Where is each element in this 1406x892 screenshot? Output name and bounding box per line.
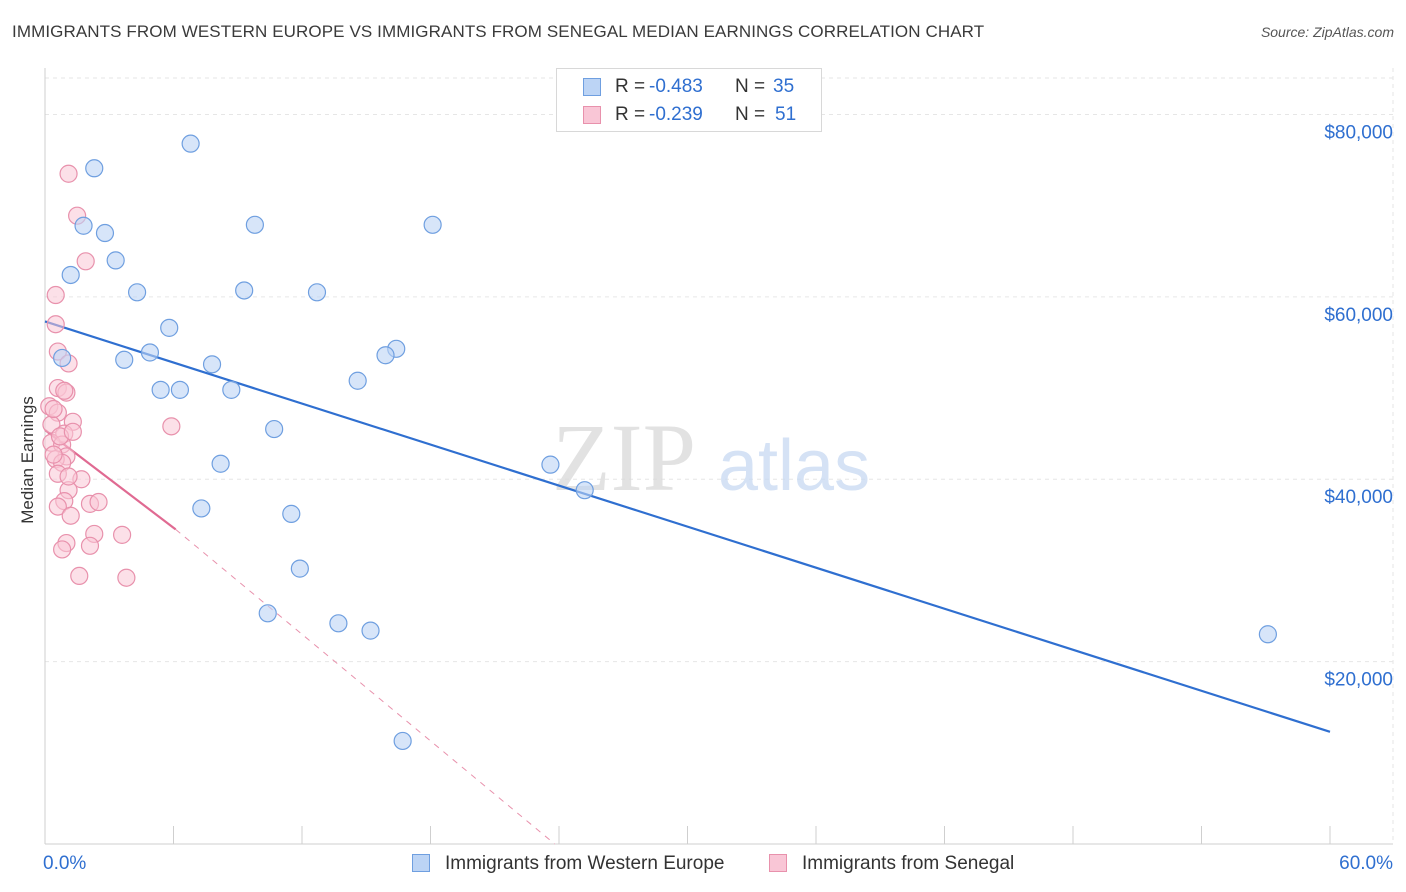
data-point-senegal xyxy=(76,252,95,271)
data-point-senegal xyxy=(80,536,100,555)
trend-lines xyxy=(44,320,1331,845)
x-tick-label: 0.0% xyxy=(43,853,86,874)
r-label: R = xyxy=(615,76,646,97)
y-tick-label: $80,000 xyxy=(1324,122,1393,143)
legend-label: Immigrants from Senegal xyxy=(802,853,1015,874)
y-tick-label: $20,000 xyxy=(1324,670,1393,691)
stats-swatch-blue xyxy=(583,78,601,96)
data-point-western-europe xyxy=(423,215,442,234)
data-point-western-europe xyxy=(85,159,104,178)
r-value: -0.483 xyxy=(649,76,703,97)
stats-box: R = -0.483 N = 35 R = -0.239 N = 51 xyxy=(556,68,822,132)
trend-extension-senegal xyxy=(175,529,556,845)
data-point-western-europe xyxy=(393,731,412,751)
watermark-zip: ZIP xyxy=(552,404,696,511)
legend-swatch-pink xyxy=(769,854,787,872)
data-points xyxy=(40,134,1277,751)
data-point-western-europe xyxy=(74,216,93,235)
n-label: N = xyxy=(735,76,766,97)
n-label: N = xyxy=(735,104,766,125)
chart-title: IMMIGRANTS FROM WESTERN EUROPE VS IMMIGR… xyxy=(12,22,985,41)
data-point-western-europe xyxy=(222,380,241,399)
data-point-senegal xyxy=(112,525,132,544)
data-point-senegal xyxy=(46,285,65,305)
data-point-western-europe xyxy=(265,419,284,439)
data-point-senegal xyxy=(55,381,74,400)
data-point-western-europe xyxy=(127,283,147,302)
data-point-western-europe xyxy=(575,481,594,500)
watermark-atlas: atlas xyxy=(718,426,870,506)
x-tick-label: 60.0% xyxy=(1339,853,1393,874)
watermark: ZIP atlas xyxy=(552,404,870,511)
data-point-western-europe xyxy=(235,281,254,300)
source-label: Source: ZipAtlas.com xyxy=(1260,24,1394,40)
y-tick-label: $60,000 xyxy=(1324,305,1393,326)
data-point-western-europe xyxy=(376,346,395,365)
n-value: 51 xyxy=(775,104,797,125)
data-point-senegal xyxy=(59,467,78,486)
data-point-western-europe xyxy=(348,371,367,390)
data-point-western-europe xyxy=(140,343,160,362)
data-point-western-europe xyxy=(329,614,348,633)
data-point-senegal xyxy=(162,417,181,436)
data-point-western-europe xyxy=(245,215,264,234)
data-point-senegal xyxy=(70,566,89,586)
data-point-western-europe xyxy=(258,604,277,623)
stats-swatch-pink xyxy=(583,106,601,124)
data-point-western-europe xyxy=(290,559,309,578)
data-point-western-europe xyxy=(192,499,211,518)
data-point-senegal xyxy=(53,540,72,559)
data-point-western-europe xyxy=(361,621,380,640)
r-value: -0.239 xyxy=(649,104,703,125)
y-tick-label: $40,000 xyxy=(1324,487,1393,508)
data-point-senegal xyxy=(63,422,82,441)
trend-line-western-europe xyxy=(44,320,1331,733)
data-point-senegal xyxy=(61,506,80,525)
data-point-senegal xyxy=(44,399,63,419)
data-point-western-europe xyxy=(541,455,560,474)
data-point-senegal xyxy=(89,492,108,512)
data-point-western-europe xyxy=(211,454,230,473)
y-axis-title: Median Earnings xyxy=(18,396,37,524)
data-point-western-europe xyxy=(282,504,301,523)
data-point-senegal xyxy=(46,315,65,334)
axis-labels: $20,000 $40,000 $60,000 $80,000 0.0% 60.0% xyxy=(43,122,1393,874)
data-point-senegal xyxy=(48,497,67,516)
data-point-western-europe xyxy=(170,380,190,399)
data-point-senegal xyxy=(117,568,136,587)
data-point-western-europe xyxy=(95,223,115,243)
chart-legend: Immigrants from Western Europe Immigrant… xyxy=(0,852,1406,878)
data-point-western-europe xyxy=(160,318,179,337)
data-point-western-europe xyxy=(106,251,125,270)
n-value: 35 xyxy=(773,76,795,97)
data-point-western-europe xyxy=(151,380,170,399)
data-point-senegal xyxy=(59,164,78,183)
data-point-senegal xyxy=(44,445,63,464)
data-point-western-europe xyxy=(181,134,200,153)
data-point-western-europe xyxy=(53,348,72,368)
data-point-western-europe xyxy=(307,283,327,302)
data-point-western-europe xyxy=(115,350,134,369)
data-point-western-europe xyxy=(61,265,80,285)
r-label: R = xyxy=(615,104,646,125)
legend-label: Immigrants from Western Europe xyxy=(445,853,725,874)
data-point-western-europe xyxy=(202,355,222,374)
data-point-western-europe xyxy=(1258,625,1277,644)
legend-swatch-blue xyxy=(412,854,430,872)
